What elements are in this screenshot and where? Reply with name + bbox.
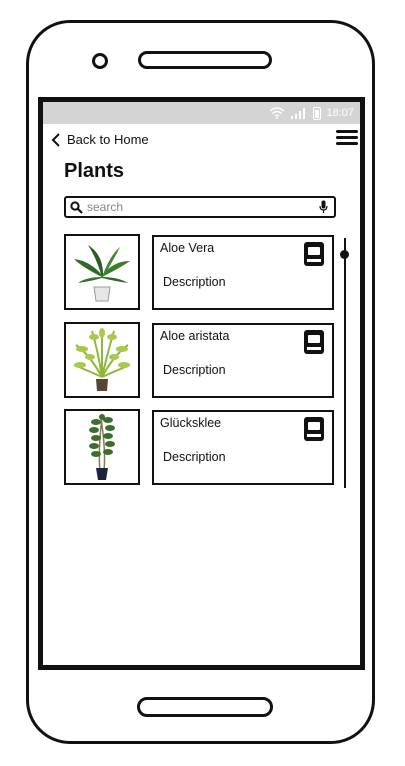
book-icon[interactable] bbox=[304, 242, 324, 266]
plant-card[interactable]: Aloe aristata Description bbox=[152, 323, 334, 398]
plant-name: Glücksklee bbox=[160, 416, 222, 430]
plant-name: Aloe Vera bbox=[160, 241, 215, 255]
wifi-icon bbox=[270, 107, 285, 119]
hamburger-menu-icon[interactable] bbox=[336, 128, 358, 150]
status-bar: 18:07 bbox=[43, 102, 360, 124]
plant-card[interactable]: Glücksklee Description bbox=[152, 410, 334, 485]
search-bar bbox=[64, 196, 336, 218]
plant-photo-aloe-aristata bbox=[73, 328, 131, 391]
page-title: Plants bbox=[64, 160, 125, 182]
plant-image bbox=[64, 322, 140, 398]
plant-image bbox=[64, 409, 140, 485]
plant-name: Aloe aristata bbox=[160, 329, 230, 343]
plant-image bbox=[64, 234, 140, 310]
camera-icon bbox=[92, 53, 108, 69]
scrollbar-thumb[interactable] bbox=[340, 250, 349, 259]
list-item: Aloe aristata Description bbox=[64, 322, 336, 400]
screen: 18:07 Back to Home Plants bbox=[38, 97, 365, 670]
plant-photo-gluecksklee bbox=[89, 414, 115, 480]
plant-description: Description bbox=[163, 363, 226, 377]
list-item: Glücksklee Description bbox=[64, 409, 336, 487]
plant-card[interactable]: Aloe Vera Description bbox=[152, 235, 334, 310]
plant-photo-aloe-vera bbox=[74, 245, 130, 302]
search-icon bbox=[70, 200, 83, 214]
status-time: 18:07 bbox=[326, 107, 354, 119]
back-to-home-link[interactable]: Back to Home bbox=[51, 132, 149, 147]
speaker-grille bbox=[138, 51, 272, 69]
back-label: Back to Home bbox=[67, 132, 149, 147]
book-icon[interactable] bbox=[304, 330, 324, 354]
plant-description: Description bbox=[163, 450, 226, 464]
book-icon[interactable] bbox=[304, 417, 324, 441]
microphone-icon[interactable] bbox=[319, 200, 328, 214]
search-input[interactable] bbox=[87, 200, 315, 214]
battery-icon bbox=[313, 106, 322, 120]
chevron-left-icon bbox=[51, 132, 60, 147]
signal-icon bbox=[291, 108, 306, 119]
plant-description: Description bbox=[163, 275, 226, 289]
home-button[interactable] bbox=[137, 697, 273, 717]
list-item: Aloe Vera Description bbox=[64, 234, 336, 312]
scrollbar-track[interactable] bbox=[344, 238, 346, 488]
